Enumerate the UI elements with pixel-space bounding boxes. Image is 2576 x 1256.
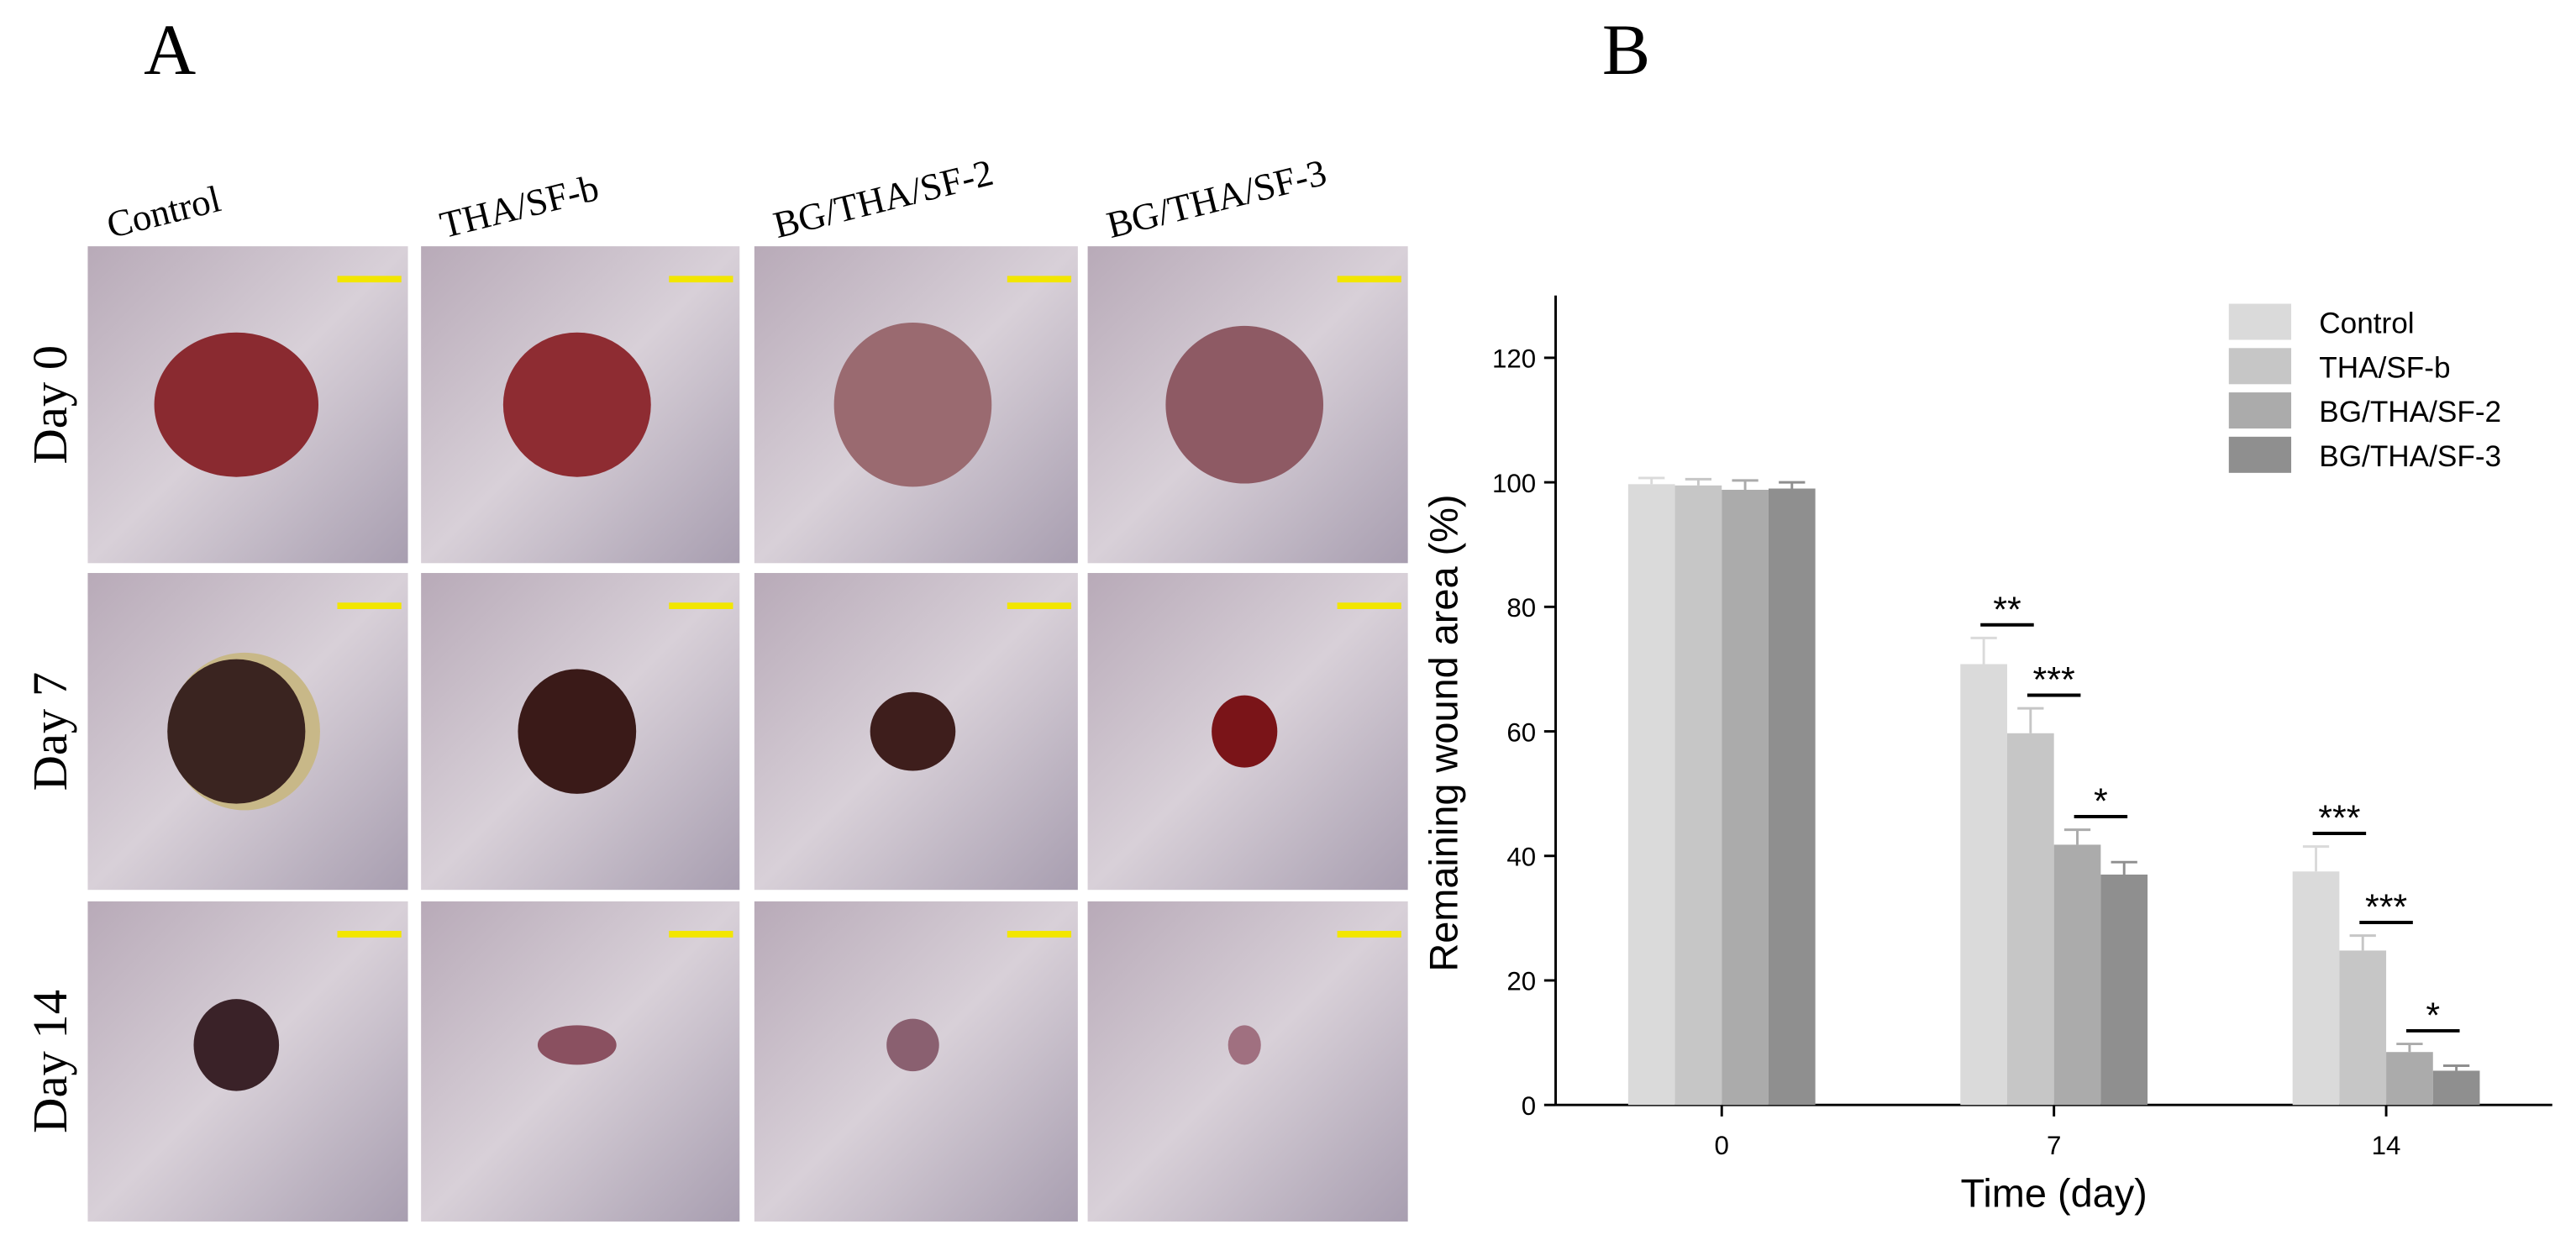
wound: [886, 1018, 939, 1072]
error-bar: [2442, 1064, 2470, 1071]
bar: [2292, 871, 2340, 1106]
significance-label: **: [1993, 590, 2021, 630]
column-label: Control: [103, 177, 224, 246]
error-bar: [1638, 476, 1665, 485]
bar: [1674, 485, 1722, 1106]
legend-label: Control: [2319, 307, 2414, 340]
wound: [537, 1025, 617, 1065]
row-label: Day 0: [23, 345, 77, 465]
error-bar: [2111, 860, 2137, 875]
significance-label: *: [2094, 781, 2108, 822]
error-bar: [2017, 707, 2044, 733]
significance-label: ***: [2033, 660, 2075, 701]
y-tick-label: 120: [1492, 344, 1536, 374]
x-tick-label: 0: [1715, 1131, 1729, 1160]
bar: [2053, 844, 2101, 1106]
error-bar: [1970, 636, 1997, 665]
x-tick-label: 14: [2372, 1131, 2401, 1160]
y-tick-label: 40: [1506, 842, 1536, 871]
row-label: Day 14: [23, 990, 77, 1133]
bar: [2432, 1070, 2480, 1106]
significance-label: *: [2426, 996, 2440, 1036]
legend-label: BG/THA/SF-3: [2319, 440, 2501, 473]
photo-grid: Control THA/SF-b BG/THA/SF-2 BG/THA/SF-3 Day…: [23, 151, 1408, 1222]
column-label: BG/THA/SF-2: [770, 151, 997, 246]
wound: [1212, 695, 1278, 768]
legend-swatch: [2228, 392, 2292, 429]
wound: [870, 691, 956, 771]
bar: [2386, 1052, 2433, 1106]
significance-label: ***: [2365, 887, 2407, 928]
significance-label: ***: [2318, 798, 2360, 838]
legend-label: BG/THA/SF-2: [2319, 396, 2501, 428]
column-label: BG/THA/SF-3: [1102, 151, 1330, 246]
legend-swatch: [2228, 303, 2292, 340]
y-axis-title: Remaining wound area (%): [1422, 494, 1465, 971]
wound: [193, 999, 280, 1091]
wound: [518, 669, 637, 794]
row-label: Day 7: [23, 672, 77, 791]
wound: [154, 332, 319, 477]
legend-swatch: [2228, 348, 2292, 385]
error-bar: [2063, 828, 2091, 845]
panel-label: B: [1602, 9, 1650, 90]
wound: [1228, 1025, 1261, 1065]
bar: [1722, 489, 1769, 1106]
y-tick-label: 20: [1506, 967, 1536, 996]
x-axis-title: Time (day): [1960, 1171, 2147, 1215]
error-bar: [1685, 477, 1712, 486]
bar: [2339, 950, 2387, 1106]
wound: [1165, 325, 1324, 484]
bar: [2100, 874, 2148, 1106]
wound: [833, 323, 992, 487]
error-bar: [2302, 845, 2330, 872]
panel-label: A: [144, 9, 196, 90]
error-bar: [1779, 481, 1806, 489]
bar: [1960, 664, 2007, 1106]
column-label: THA/SF-b: [436, 166, 603, 246]
error-bar: [2349, 934, 2376, 951]
x-tick-label: 7: [2047, 1131, 2061, 1160]
y-tick-label: 60: [1506, 717, 1536, 747]
error-bar: [1732, 479, 1759, 490]
wound: [502, 332, 651, 477]
bar: [1768, 488, 1816, 1106]
bar: [1627, 484, 1675, 1106]
legend-swatch: [2228, 436, 2292, 473]
y-tick-label: 100: [1492, 469, 1536, 498]
y-tick-label: 0: [1522, 1091, 1536, 1121]
y-tick-label: 80: [1506, 593, 1536, 623]
error-bar: [2396, 1043, 2423, 1053]
legend-label: THA/SF-b: [2319, 351, 2450, 384]
wound: [167, 659, 306, 804]
bar: [2006, 733, 2054, 1106]
